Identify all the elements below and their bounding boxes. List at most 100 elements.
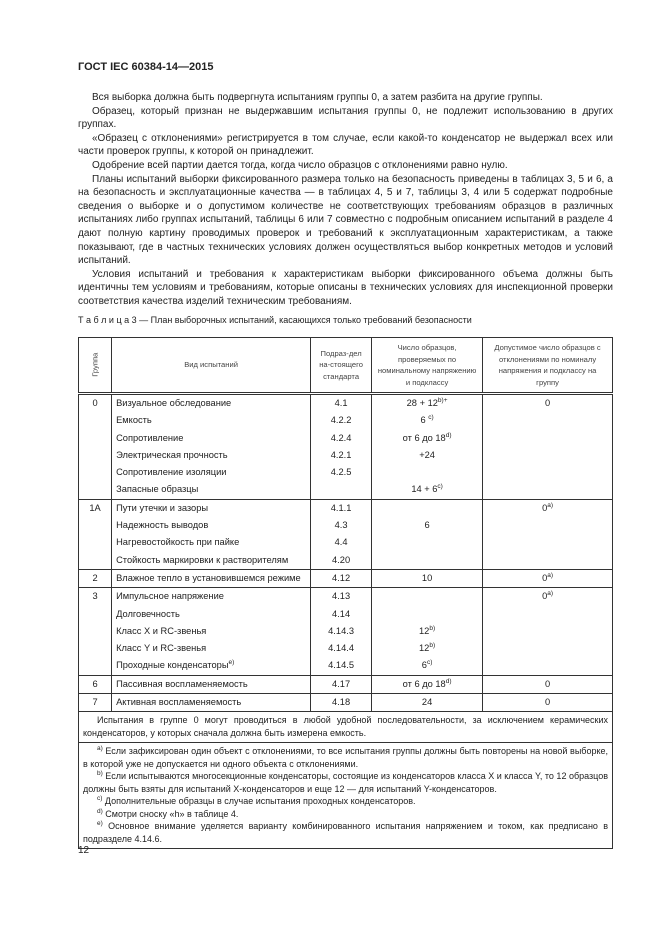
cell-samples (371, 534, 484, 552)
cell-allowed: 0a) (482, 498, 613, 518)
cell-subclause: 4.13 (310, 587, 373, 606)
cell-samples (371, 498, 484, 518)
cell-subclause-value: 4.20 (332, 554, 351, 565)
cell-samples: 28 + 12b)+ (371, 393, 484, 413)
cell-group (77, 412, 113, 430)
cell-subclause: 4.4 (310, 534, 373, 552)
cell-subclause-value: 4.1 (334, 398, 348, 408)
cell-test: Стойкость маркировки к растворителям (111, 551, 312, 570)
header-sample-count: Число образцов, проверяемых по номинальн… (371, 337, 484, 395)
cell-allowed: 0 (482, 393, 613, 413)
cell-test-value: Влажное тепло в установившемся режиме (116, 572, 301, 583)
table-row: Долговечность 4.14 (77, 605, 613, 623)
cell-test: Надежность выводов (111, 517, 312, 535)
footnote: b) Если испытываются многосекционные кон… (83, 770, 608, 795)
footnote-ref: a) (547, 501, 554, 509)
cell-test-value: Надежность выводов (116, 520, 209, 531)
cell-group (77, 605, 113, 623)
footnote-text: Основное внимание уделяется варианту ком… (83, 821, 608, 844)
footnote-mark: d) (97, 807, 103, 815)
cell-group (77, 622, 113, 641)
cell-test-value: Нагревостойкость при пайке (116, 537, 240, 548)
cell-subclause: 4.14.4 (310, 640, 373, 658)
table-row: 2 Влажное тепло в установившемся режиме 4.… (77, 568, 613, 588)
footnote-text: Дополнительные образцы в случае испытани… (102, 796, 416, 807)
cell-samples-value: 24 (421, 697, 433, 708)
table-note-row: Испытания в группе 0 могут проводиться в… (78, 711, 613, 744)
cell-subclause-value: 4.2.2 (330, 415, 352, 426)
cell-test-value: Класс Y и RC-звенья (116, 643, 207, 654)
cell-test: Сопротивление (111, 429, 312, 447)
cell-test: Запасные образцы (111, 481, 312, 500)
cell-subclause-value: 4.14 (332, 608, 351, 619)
footnote-ref: a) (547, 571, 554, 579)
table-footnotes: a) Если зафиксирован один объект с откло… (78, 742, 613, 850)
cell-subclause: 4.17 (310, 674, 373, 694)
cell-group-value: 7 (92, 697, 98, 708)
cell-test-value: Пути утечки и зазоры (116, 502, 209, 513)
cell-allowed: 0a) (482, 587, 613, 606)
paragraph: Условия испытаний и требования к характе… (78, 268, 613, 307)
cell-subclause: 4.14.5 (310, 657, 373, 676)
cell-subclause: 4.1.1 (310, 498, 373, 518)
cell-test-value: Импульсное напряжение (116, 591, 224, 602)
footnote-ref: b)+ (437, 396, 448, 404)
cell-subclause-value: 4.3 (334, 520, 348, 531)
cell-test-value: Пассивная воспламеняемость (116, 678, 248, 689)
cell-allowed-value: 0 (544, 697, 551, 708)
cell-samples: 6 (371, 517, 484, 535)
cell-test: Пути утечки и зазоры (111, 498, 312, 518)
cell-samples: 14 + 6c) (371, 481, 484, 500)
header-allowed-defects: Допустимое число образцов с отклонениями… (482, 337, 613, 395)
document-header: ГОСТ IEC 60384-14—2015 (78, 61, 214, 73)
cell-samples: 10 (371, 568, 484, 588)
cell-samples-value: 6 (421, 660, 427, 671)
cell-subclause (310, 481, 373, 500)
paragraph: «Образец с отклонениями» регистрируется … (78, 132, 613, 158)
cell-samples-value: 12 (419, 625, 430, 636)
table-row: 1A Пути утечки и зазоры 4.1.1 0a) (77, 498, 613, 518)
cell-allowed (482, 622, 613, 641)
cell-subclause: 4.18 (310, 693, 373, 712)
cell-subclause: 4.2.2 (310, 412, 373, 430)
footnote-text: Если зафиксирован один объект с отклонен… (83, 746, 608, 769)
footnote-mark: b) (97, 770, 103, 778)
cell-subclause-value: 4.14.3 (328, 625, 354, 636)
table-row: Надежность выводов 4.3 6 (77, 517, 613, 535)
cell-allowed-value: 0 (544, 398, 551, 408)
cell-group-value: 0 (92, 398, 98, 408)
cell-samples: от 6 до 18d) (371, 674, 484, 694)
footnote-mark: c) (97, 795, 103, 803)
footnote-ref: b) (429, 642, 436, 650)
cell-group: 0 (77, 393, 113, 413)
cell-group: 1A (77, 498, 113, 518)
cell-samples: от 6 до 18d) (371, 429, 484, 447)
table-row: Сопротивление 4.2.4 от 6 до 18d) (77, 429, 613, 447)
body-text: Вся выборка должна быть подвергнута испы… (78, 91, 613, 309)
cell-group (77, 534, 113, 552)
cell-subclause-value: 4.4 (334, 537, 348, 548)
footnote: a) Если зафиксирован один объект с откло… (83, 745, 608, 770)
cell-test: Электрическая прочность (111, 446, 312, 465)
cell-allowed-value: 0 (542, 591, 548, 602)
table-row: Нагревостойкость при пайке 4.4 (77, 534, 613, 552)
cell-samples-value: 6 (420, 415, 429, 426)
cell-subclause-value: 4.14.4 (328, 643, 354, 654)
cell-test-value: Сопротивление изоляции (116, 467, 227, 478)
cell-group (77, 429, 113, 447)
table-row: Проходные конденсаторыe) 4.14.5 6c) (77, 657, 613, 676)
cell-test-value: Проходные конденсаторы (116, 660, 229, 671)
cell-subclause-value: 4.1.1 (330, 502, 352, 513)
cell-test: Нагревостойкость при пайке (111, 534, 312, 552)
cell-group (77, 517, 113, 535)
cell-group (77, 464, 113, 482)
header-subclause: Подраз-дел на-стоящего стандарта (310, 337, 373, 395)
paragraph: Вся выборка должна быть подвергнута испы… (92, 92, 543, 103)
paragraph: Образец, который признан не выдержавшим … (78, 105, 613, 131)
cell-group (77, 446, 113, 465)
table-row: Емкость 4.2.2 6 c) (77, 412, 613, 430)
footnote-ref: c) (437, 483, 443, 491)
cell-test: Емкость (111, 412, 312, 430)
cell-allowed (482, 412, 613, 430)
header-test-type: Вид испытаний (111, 337, 312, 395)
